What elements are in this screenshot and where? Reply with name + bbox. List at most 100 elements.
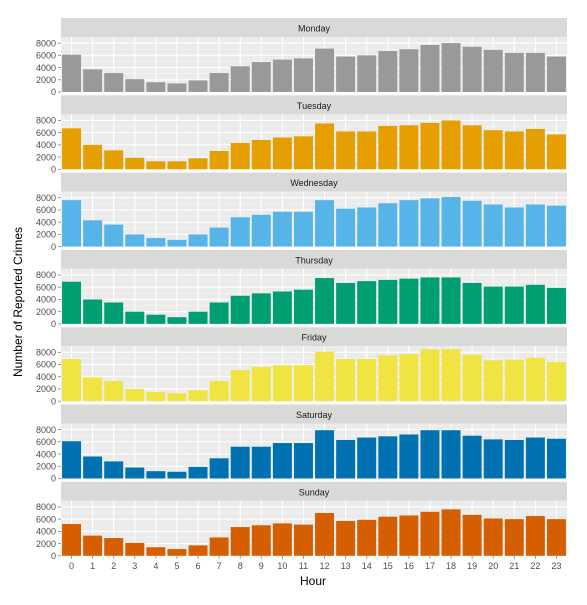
bar-friday-hour-10 xyxy=(272,365,292,402)
bar-thursday-hour-19 xyxy=(462,282,482,324)
y-tick-label: 8000 xyxy=(36,502,56,512)
bar-monday-hour-8 xyxy=(230,66,250,92)
bar-wednesday-hour-23 xyxy=(546,205,566,247)
y-tick-label: 8000 xyxy=(36,425,56,435)
bar-thursday-hour-11 xyxy=(293,289,313,324)
panel-background-thursday xyxy=(61,268,567,324)
y-tick-label: 8000 xyxy=(36,38,56,48)
bar-tuesday-hour-23 xyxy=(546,134,566,170)
y-tick-label: 2000 xyxy=(36,384,56,394)
bar-monday-hour-9 xyxy=(251,62,271,92)
x-tick-label: 23 xyxy=(551,561,561,571)
bar-tuesday-hour-8 xyxy=(230,143,250,170)
bar-saturday-hour-5 xyxy=(167,471,187,479)
bar-wednesday-hour-4 xyxy=(146,238,166,247)
bar-friday-hour-7 xyxy=(209,381,229,402)
bar-tuesday-hour-6 xyxy=(188,158,208,170)
y-tick-label: 8000 xyxy=(36,270,56,280)
y-tick-label: 4000 xyxy=(36,140,56,150)
bar-sunday-hour-9 xyxy=(251,525,271,556)
bar-saturday-hour-8 xyxy=(230,446,250,479)
bar-saturday-hour-13 xyxy=(336,440,356,479)
bar-monday-hour-15 xyxy=(378,51,398,92)
bar-sunday-hour-21 xyxy=(504,519,524,556)
y-tick-label: 0 xyxy=(51,474,56,484)
bar-sunday-hour-6 xyxy=(188,545,208,556)
x-tick-label: 7 xyxy=(217,561,222,571)
bar-saturday-hour-19 xyxy=(462,435,482,479)
bar-friday-hour-0 xyxy=(62,359,82,402)
x-tick-label: 10 xyxy=(277,561,287,571)
x-tick-label: 16 xyxy=(404,561,414,571)
facet-strip-thursday xyxy=(61,249,567,269)
bar-wednesday-hour-17 xyxy=(420,198,440,247)
bar-tuesday-hour-12 xyxy=(315,123,335,170)
facet-strip-wednesday xyxy=(61,172,567,192)
bar-wednesday-hour-11 xyxy=(293,211,313,247)
bar-thursday-hour-21 xyxy=(504,286,524,324)
bar-friday-hour-21 xyxy=(504,359,524,402)
facet-label-sunday: Sunday xyxy=(299,487,330,497)
facet-strip-friday xyxy=(61,327,567,347)
bar-thursday-hour-18 xyxy=(441,277,461,324)
bar-monday-hour-16 xyxy=(399,49,419,92)
bar-saturday-hour-18 xyxy=(441,430,461,479)
y-tick-label: 2000 xyxy=(36,75,56,85)
bar-friday-hour-2 xyxy=(104,381,124,402)
bar-wednesday-hour-10 xyxy=(272,211,292,247)
bar-saturday-hour-9 xyxy=(251,446,271,479)
y-axis-title: Number of Reported Crimes xyxy=(11,227,25,377)
bar-thursday-hour-0 xyxy=(62,281,82,324)
bar-wednesday-hour-6 xyxy=(188,234,208,247)
x-tick-label: 8 xyxy=(238,561,243,571)
y-tick-label: 4000 xyxy=(36,527,56,537)
facet-label-thursday: Thursday xyxy=(295,255,333,265)
bar-thursday-hour-3 xyxy=(125,311,145,324)
bar-wednesday-hour-21 xyxy=(504,207,524,247)
x-tick-label: 20 xyxy=(488,561,498,571)
bar-tuesday-hour-0 xyxy=(62,128,82,170)
bar-wednesday-hour-20 xyxy=(483,204,503,247)
bar-monday-hour-21 xyxy=(504,52,524,92)
bar-monday-hour-18 xyxy=(441,43,461,92)
bar-thursday-hour-4 xyxy=(146,314,166,324)
x-tick-label: 0 xyxy=(69,561,74,571)
y-tick-label: 4000 xyxy=(36,295,56,305)
bar-wednesday-hour-0 xyxy=(62,200,82,247)
bar-sunday-hour-22 xyxy=(525,516,545,556)
bar-sunday-hour-14 xyxy=(357,519,377,556)
x-tick-label: 4 xyxy=(153,561,158,571)
y-tick-label: 6000 xyxy=(36,128,56,138)
bar-tuesday-hour-9 xyxy=(251,139,271,170)
bar-tuesday-hour-1 xyxy=(83,144,103,170)
bar-thursday-hour-2 xyxy=(104,302,124,324)
bar-tuesday-hour-21 xyxy=(504,131,524,170)
bar-friday-hour-19 xyxy=(462,354,482,402)
bar-saturday-hour-14 xyxy=(357,437,377,479)
bar-tuesday-hour-13 xyxy=(336,131,356,170)
bar-thursday-hour-20 xyxy=(483,286,503,324)
bar-tuesday-hour-11 xyxy=(293,136,313,170)
bar-friday-hour-1 xyxy=(83,377,103,402)
y-tick-label: 2000 xyxy=(36,539,56,549)
y-tick-label: 6000 xyxy=(36,51,56,61)
y-tick-label: 4000 xyxy=(36,217,56,227)
x-tick-label: 1 xyxy=(90,561,95,571)
panel-background-saturday xyxy=(61,423,567,479)
bar-saturday-hour-1 xyxy=(83,456,103,479)
bar-thursday-hour-9 xyxy=(251,293,271,324)
bar-tuesday-hour-20 xyxy=(483,130,503,170)
bar-saturday-hour-2 xyxy=(104,461,124,479)
bar-wednesday-hour-1 xyxy=(83,220,103,247)
x-tick-label: 15 xyxy=(383,561,393,571)
bar-sunday-hour-19 xyxy=(462,514,482,556)
facet-label-tuesday: Tuesday xyxy=(297,101,332,111)
bar-monday-hour-5 xyxy=(167,83,187,92)
bar-tuesday-hour-2 xyxy=(104,150,124,170)
bar-sunday-hour-5 xyxy=(167,549,187,556)
bar-saturday-hour-4 xyxy=(146,471,166,479)
bar-monday-hour-20 xyxy=(483,49,503,92)
bar-saturday-hour-3 xyxy=(125,467,145,479)
